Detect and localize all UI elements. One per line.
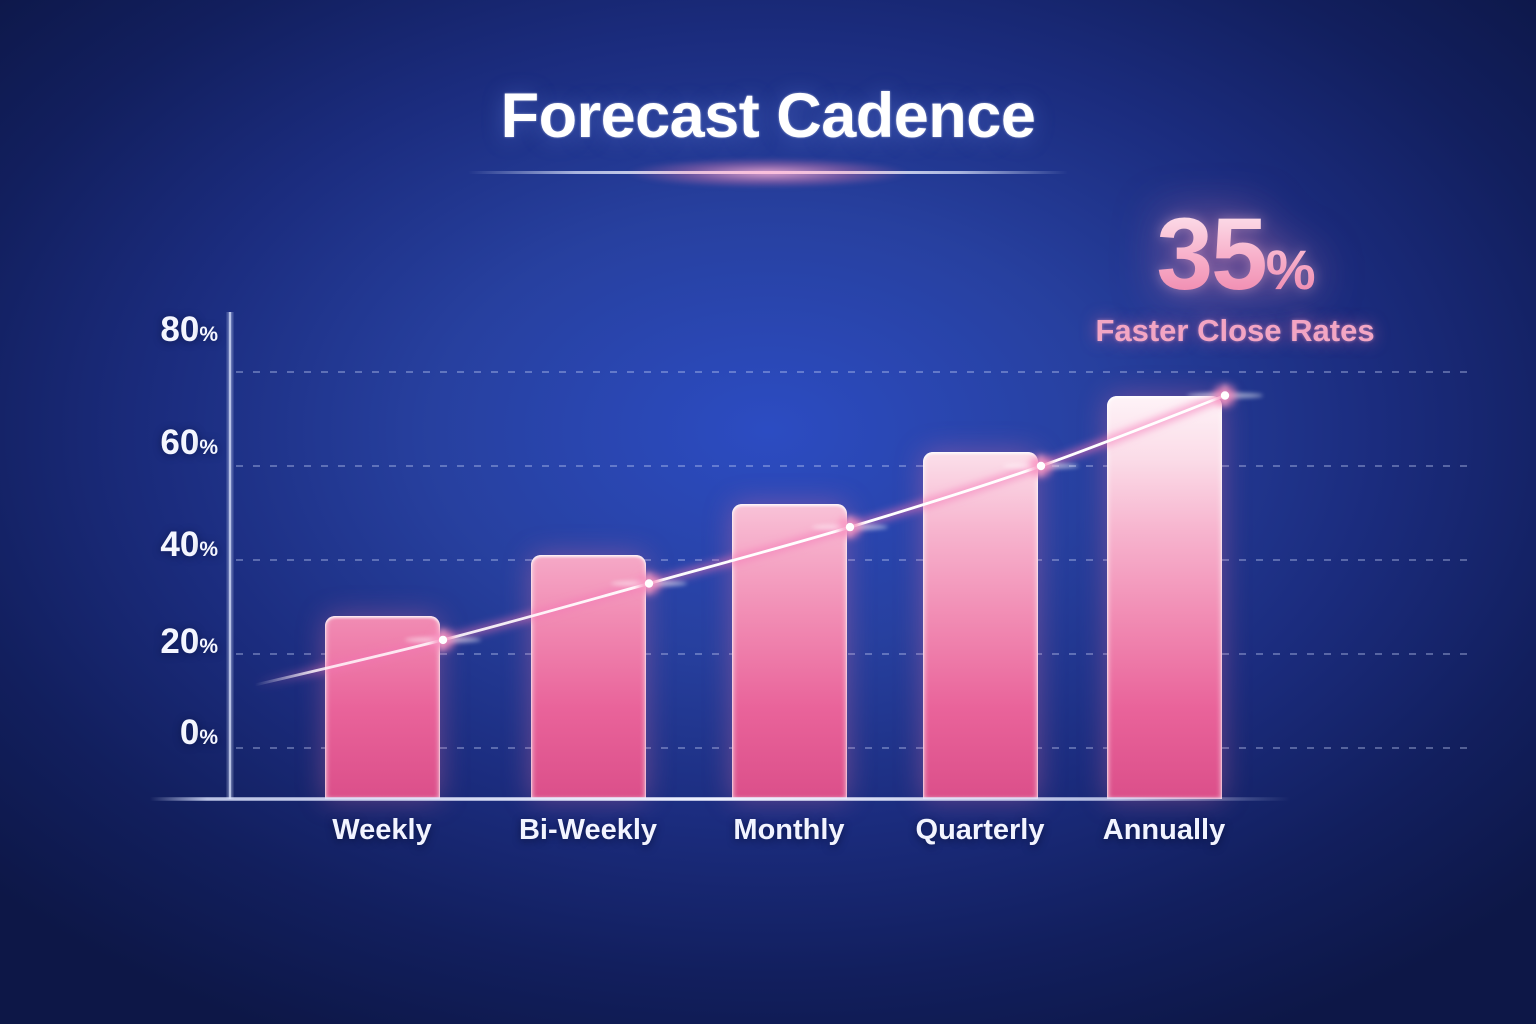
x-label-bi-weekly: Bi-Weekly <box>518 814 658 846</box>
y-tick-60: 60% <box>160 423 218 462</box>
y-tick-80: 80% <box>160 310 218 349</box>
x-label-annually: Annually <box>1102 814 1226 846</box>
y-tick-40: 40% <box>160 525 218 564</box>
x-label-monthly: Monthly <box>733 814 845 846</box>
stat-label: Faster Close Rates <box>1095 312 1375 348</box>
y-tick-0: 0% <box>179 713 218 752</box>
page-title: Forecast Cadence <box>500 81 1036 151</box>
title-divider <box>468 157 1068 188</box>
x-label-quarterly: Quarterly <box>915 814 1045 846</box>
x-label-weekly: Weekly <box>332 814 432 846</box>
highlight-stat: 35% Faster Close Rates <box>1055 206 1415 349</box>
header: Forecast Cadence <box>0 0 1536 152</box>
divider-glow <box>628 157 908 188</box>
y-tick-20: 20% <box>160 622 218 661</box>
